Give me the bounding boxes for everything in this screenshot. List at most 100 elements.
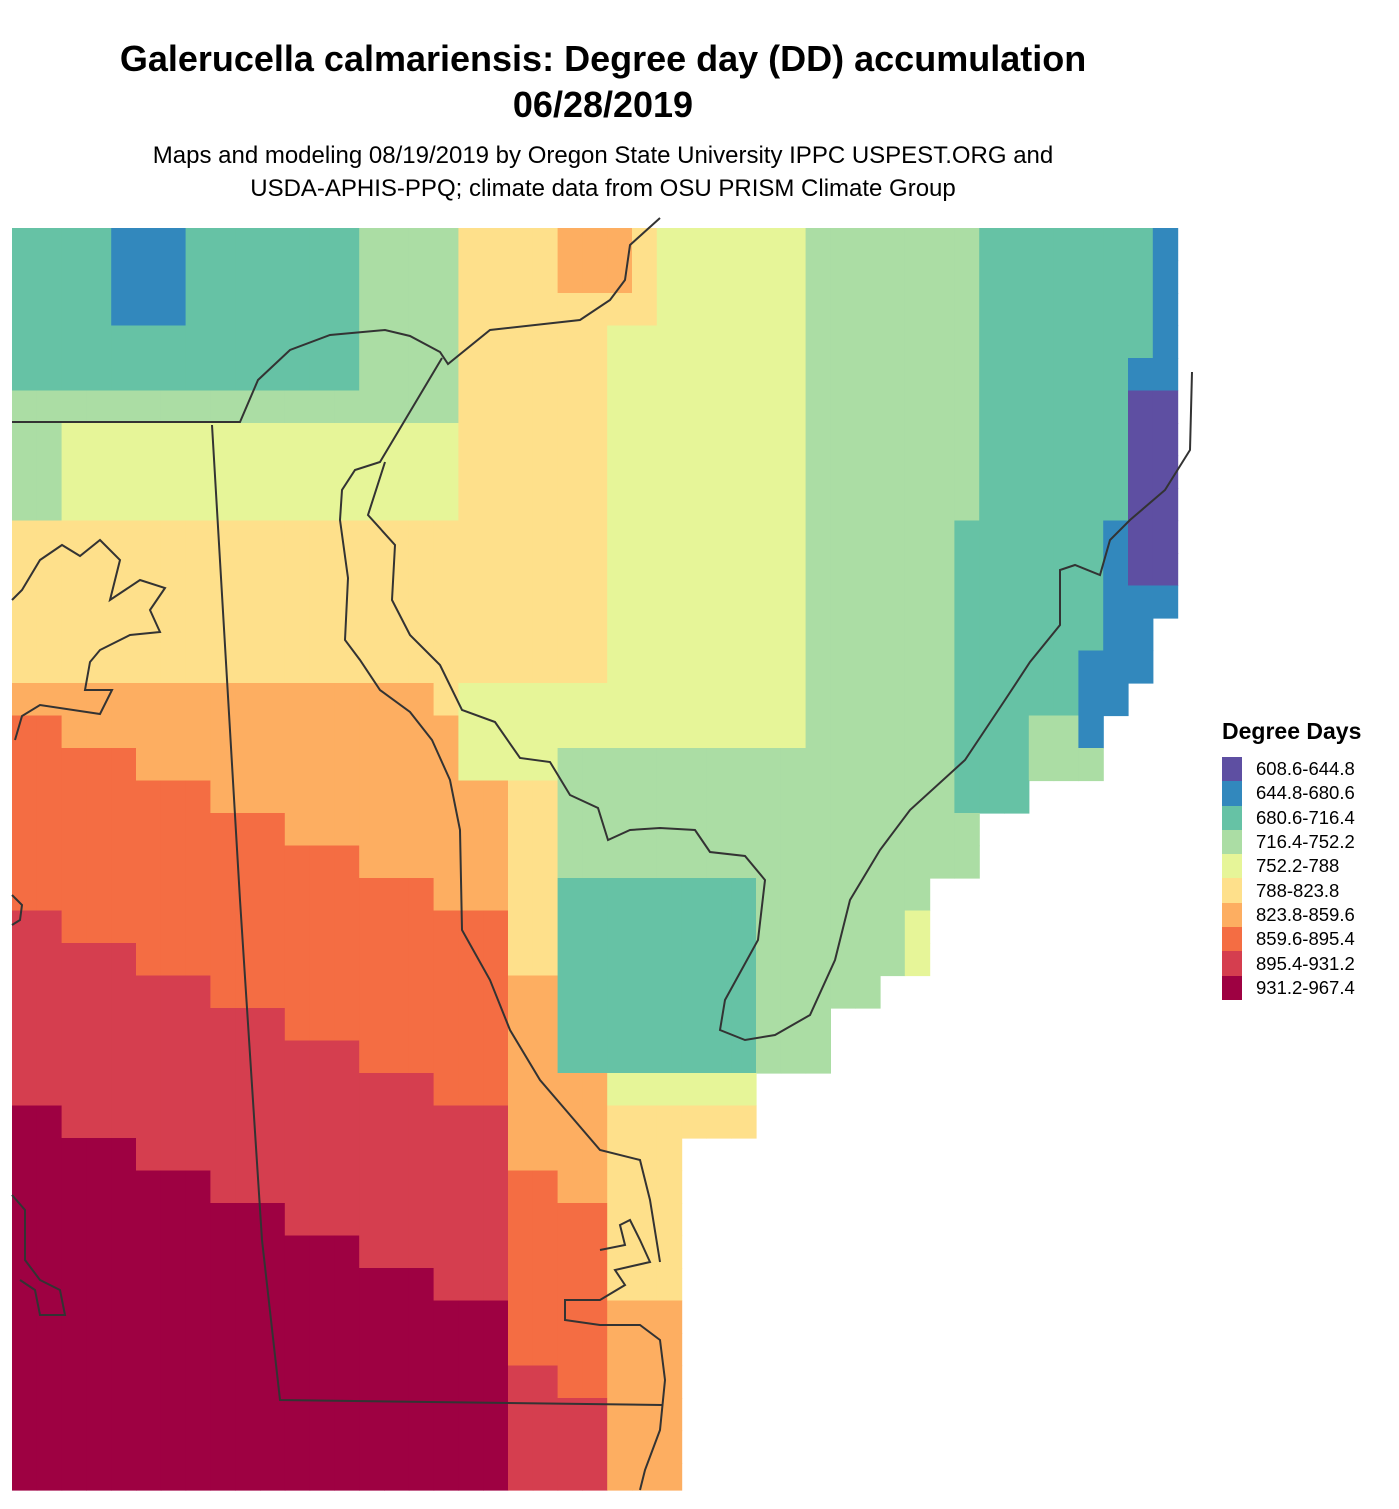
raster-cell — [36, 1333, 63, 1367]
raster-cell — [433, 1170, 459, 1204]
raster-cell — [359, 845, 385, 879]
raster-cell — [780, 1040, 807, 1074]
raster-cell — [1053, 618, 1079, 652]
raster-cell — [532, 1138, 559, 1172]
raster-cell — [235, 943, 261, 977]
raster-cell — [408, 228, 435, 262]
raster-cell — [433, 293, 459, 327]
raster-cell — [160, 1398, 187, 1432]
raster-cell — [582, 813, 608, 847]
raster-cell — [656, 1105, 683, 1139]
raster-cell — [508, 780, 534, 814]
raster-cell — [284, 715, 311, 749]
raster-cell — [805, 618, 831, 652]
raster-cell — [185, 618, 211, 652]
raster-cell — [408, 1235, 435, 1269]
raster-cell — [954, 293, 980, 327]
raster-cell — [880, 488, 906, 522]
raster-cell — [433, 520, 459, 554]
raster-cell — [111, 423, 137, 457]
raster-cell — [12, 650, 38, 684]
raster-cell — [61, 1430, 87, 1464]
raster-cell — [334, 748, 360, 782]
raster-cell — [384, 585, 410, 619]
raster-cell — [656, 585, 683, 619]
raster-cell — [483, 585, 509, 619]
raster-cell — [12, 1398, 38, 1432]
raster-cell — [557, 1040, 583, 1074]
raster-cell — [86, 715, 112, 749]
raster-cell — [61, 650, 87, 684]
raster-cell — [160, 748, 187, 782]
raster-cell — [780, 748, 807, 782]
raster-cell — [557, 1268, 583, 1302]
raster-cell — [185, 683, 211, 717]
raster-cell — [210, 1138, 236, 1172]
raster-cell — [359, 683, 385, 717]
raster-cell — [210, 845, 236, 879]
raster-cell — [929, 748, 955, 782]
raster-cell — [458, 1170, 484, 1204]
raster-cell — [706, 975, 732, 1009]
raster-cell — [954, 423, 980, 457]
state-boundary-west — [211, 424, 663, 1406]
raster-cell — [136, 748, 162, 782]
raster-cell — [260, 520, 286, 554]
raster-cell — [160, 1040, 187, 1074]
raster-cell — [136, 1008, 162, 1042]
raster-cell — [1053, 748, 1079, 782]
raster-cell — [309, 1365, 335, 1399]
raster-cell — [483, 1040, 509, 1074]
raster-cell — [1128, 488, 1154, 522]
raster-cell — [1152, 325, 1179, 359]
raster-cell — [210, 1235, 236, 1269]
raster-cell — [830, 585, 856, 619]
raster-cell — [136, 455, 162, 489]
raster-cell — [185, 553, 211, 587]
raster-cell — [260, 910, 286, 944]
raster-cell — [61, 715, 87, 749]
raster-cell — [880, 813, 906, 847]
raster-cell — [111, 520, 137, 554]
raster-cell — [384, 943, 410, 977]
raster-cell — [756, 423, 782, 457]
raster-cell — [880, 553, 906, 587]
raster-cell — [384, 683, 410, 717]
raster-cell — [632, 325, 658, 359]
raster-cell — [656, 358, 683, 392]
raster-cell — [86, 910, 112, 944]
raster-cell — [210, 715, 236, 749]
raster-cell — [86, 650, 112, 684]
raster-cell — [12, 228, 38, 262]
raster-cell — [681, 1008, 707, 1042]
raster-cell — [1028, 228, 1055, 262]
raster-cell — [880, 293, 906, 327]
raster-cell — [954, 780, 980, 814]
raster-cell — [656, 845, 683, 879]
raster-cell — [86, 585, 112, 619]
raster-cell — [136, 1138, 162, 1172]
raster-cell — [830, 715, 856, 749]
raster-cell — [557, 1430, 583, 1464]
raster-cell — [284, 228, 311, 262]
raster-cell — [235, 1430, 261, 1464]
legend-item: 752.2-788 — [1222, 854, 1361, 879]
raster-cell — [904, 715, 931, 749]
raster-cell — [607, 683, 633, 717]
raster-cell — [260, 715, 286, 749]
legend-swatch — [1222, 757, 1242, 782]
raster-cell — [36, 845, 63, 879]
legend-label: 644.8-680.6 — [1256, 782, 1355, 804]
raster-cell — [483, 910, 509, 944]
raster-cell — [656, 1138, 683, 1172]
raster-cell — [1004, 748, 1030, 782]
raster-cell — [309, 520, 335, 554]
raster-cell — [780, 325, 807, 359]
raster-cell — [632, 423, 658, 457]
raster-cell — [532, 260, 559, 294]
raster-cell — [458, 618, 484, 652]
raster-cell — [334, 1170, 360, 1204]
raster-cell — [260, 878, 286, 912]
raster-cell — [136, 1300, 162, 1334]
raster-cell — [160, 1073, 187, 1107]
